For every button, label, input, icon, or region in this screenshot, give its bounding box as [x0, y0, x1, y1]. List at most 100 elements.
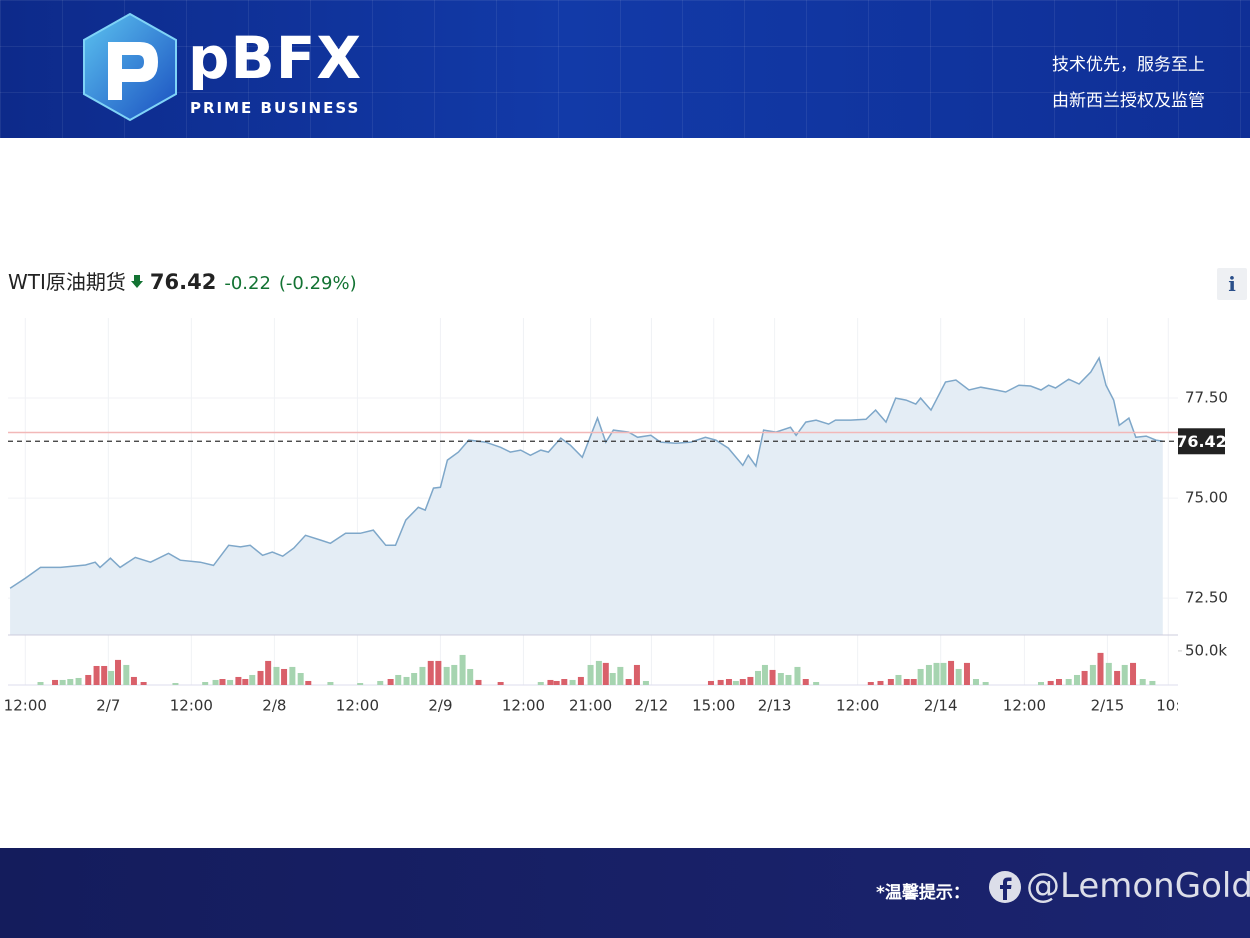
area [10, 358, 1163, 635]
volume-bar [475, 679, 482, 685]
volume-bar [561, 679, 568, 685]
volume-bar [963, 662, 970, 685]
volume-bar [108, 670, 115, 685]
last-price: 76.42 [149, 270, 217, 294]
volume-bar [732, 680, 739, 685]
volume-bar [435, 660, 442, 685]
brand: pBFX [188, 24, 363, 92]
volume-bar [972, 679, 979, 685]
volume-bar [395, 674, 402, 685]
volume-bar [327, 682, 334, 685]
volume-bar [553, 680, 560, 685]
volume-bar [569, 679, 576, 685]
y-tick-label: 72.50 [1185, 589, 1228, 607]
facebook-icon [989, 871, 1021, 903]
volume-bar [227, 679, 234, 685]
volume-bar [242, 679, 249, 685]
volume-bar [67, 679, 74, 685]
volume-bar [172, 683, 179, 685]
volume-bar [785, 674, 792, 685]
chart-title: WTI原油期货 [8, 270, 126, 294]
x-tick-label: 15:00 [692, 697, 735, 715]
volume-bar [587, 664, 594, 685]
volume-bar [289, 666, 296, 685]
volume-bar [297, 673, 304, 685]
volume-bar [1149, 680, 1156, 685]
volume-bar [537, 682, 544, 685]
volume-bar [625, 679, 632, 685]
volume-bar [1073, 674, 1080, 685]
volume-bar [1097, 652, 1104, 685]
volume-bar [411, 673, 418, 685]
volume-bar [940, 662, 947, 685]
volume-bar [37, 682, 44, 685]
volume-bar [910, 679, 917, 685]
volume-bar [257, 670, 264, 685]
volume-bar [903, 679, 910, 685]
volume-bar [813, 682, 820, 685]
volume-bar [1089, 664, 1096, 685]
volume-bar [467, 668, 474, 685]
volume-bar [707, 680, 714, 685]
volume-bar [130, 676, 137, 685]
info-button[interactable]: i [1217, 268, 1247, 300]
volume-bar [802, 679, 809, 685]
x-tick-label: 2/14 [924, 697, 958, 715]
price-tag-label: 76.42 [1176, 432, 1227, 451]
x-tick-label: 2/13 [758, 697, 792, 715]
volume-bar [877, 680, 884, 685]
volume-bar [281, 668, 288, 685]
volume-bar [747, 676, 754, 685]
down-arrow [130, 275, 143, 288]
volume-bar [93, 665, 100, 685]
volume-bar [633, 664, 640, 685]
volume-bar [497, 682, 504, 685]
volume-bar [867, 682, 874, 685]
volume-bar [609, 673, 616, 685]
volume-bar [1081, 670, 1088, 685]
volume-bar [52, 679, 59, 685]
volume-bar [948, 660, 955, 685]
volume-bar [219, 679, 226, 685]
volume-bar [451, 664, 458, 685]
x-tick-label: 2/7 [96, 697, 120, 715]
volume-bar [377, 680, 384, 685]
volume-bar [1139, 679, 1146, 685]
volume-bar [917, 668, 924, 685]
volume-bar [1038, 682, 1045, 685]
volume-bar [212, 679, 219, 685]
notice: *温馨提示： [876, 883, 970, 903]
volume-bar [1130, 662, 1137, 685]
volume-bar [443, 666, 450, 685]
volume-bar [101, 665, 108, 685]
header: pBFX PRIME BUSINESS 技术优先，服务至上 由新西兰授权及监管 [0, 0, 1250, 138]
volume-bar [895, 674, 902, 685]
brand-sub: PRIME BUSINESS [190, 99, 361, 117]
x-tick-label: 12:00 [502, 697, 545, 715]
volume-bar [1105, 662, 1112, 685]
x-tick-label: 12:00 [4, 697, 47, 715]
volume-bar [925, 664, 932, 685]
y-tick-label: 75.00 [1185, 489, 1228, 507]
volume-bar [273, 666, 280, 685]
volume-bar [777, 673, 784, 685]
volume-bar [1055, 679, 1062, 685]
x-tick-label: 2/9 [428, 697, 452, 715]
logo-icon [83, 12, 177, 122]
watermark: @LemonGold [1026, 866, 1250, 906]
volume-bar [769, 669, 776, 685]
x-tick-label: 12:00 [170, 697, 213, 715]
volume-bar [577, 676, 584, 685]
volume-bar [249, 674, 256, 685]
volume-bar [933, 662, 940, 685]
volume-bar [403, 676, 410, 685]
volume-bar [305, 680, 312, 685]
volume-bar [642, 680, 649, 685]
volume-bar [547, 679, 554, 685]
x-tick-label: 2/15 [1091, 697, 1125, 715]
volume-bar [1065, 679, 1072, 685]
volume-bar [235, 676, 242, 685]
volume-bar [617, 666, 624, 685]
volume-bar [717, 679, 724, 685]
